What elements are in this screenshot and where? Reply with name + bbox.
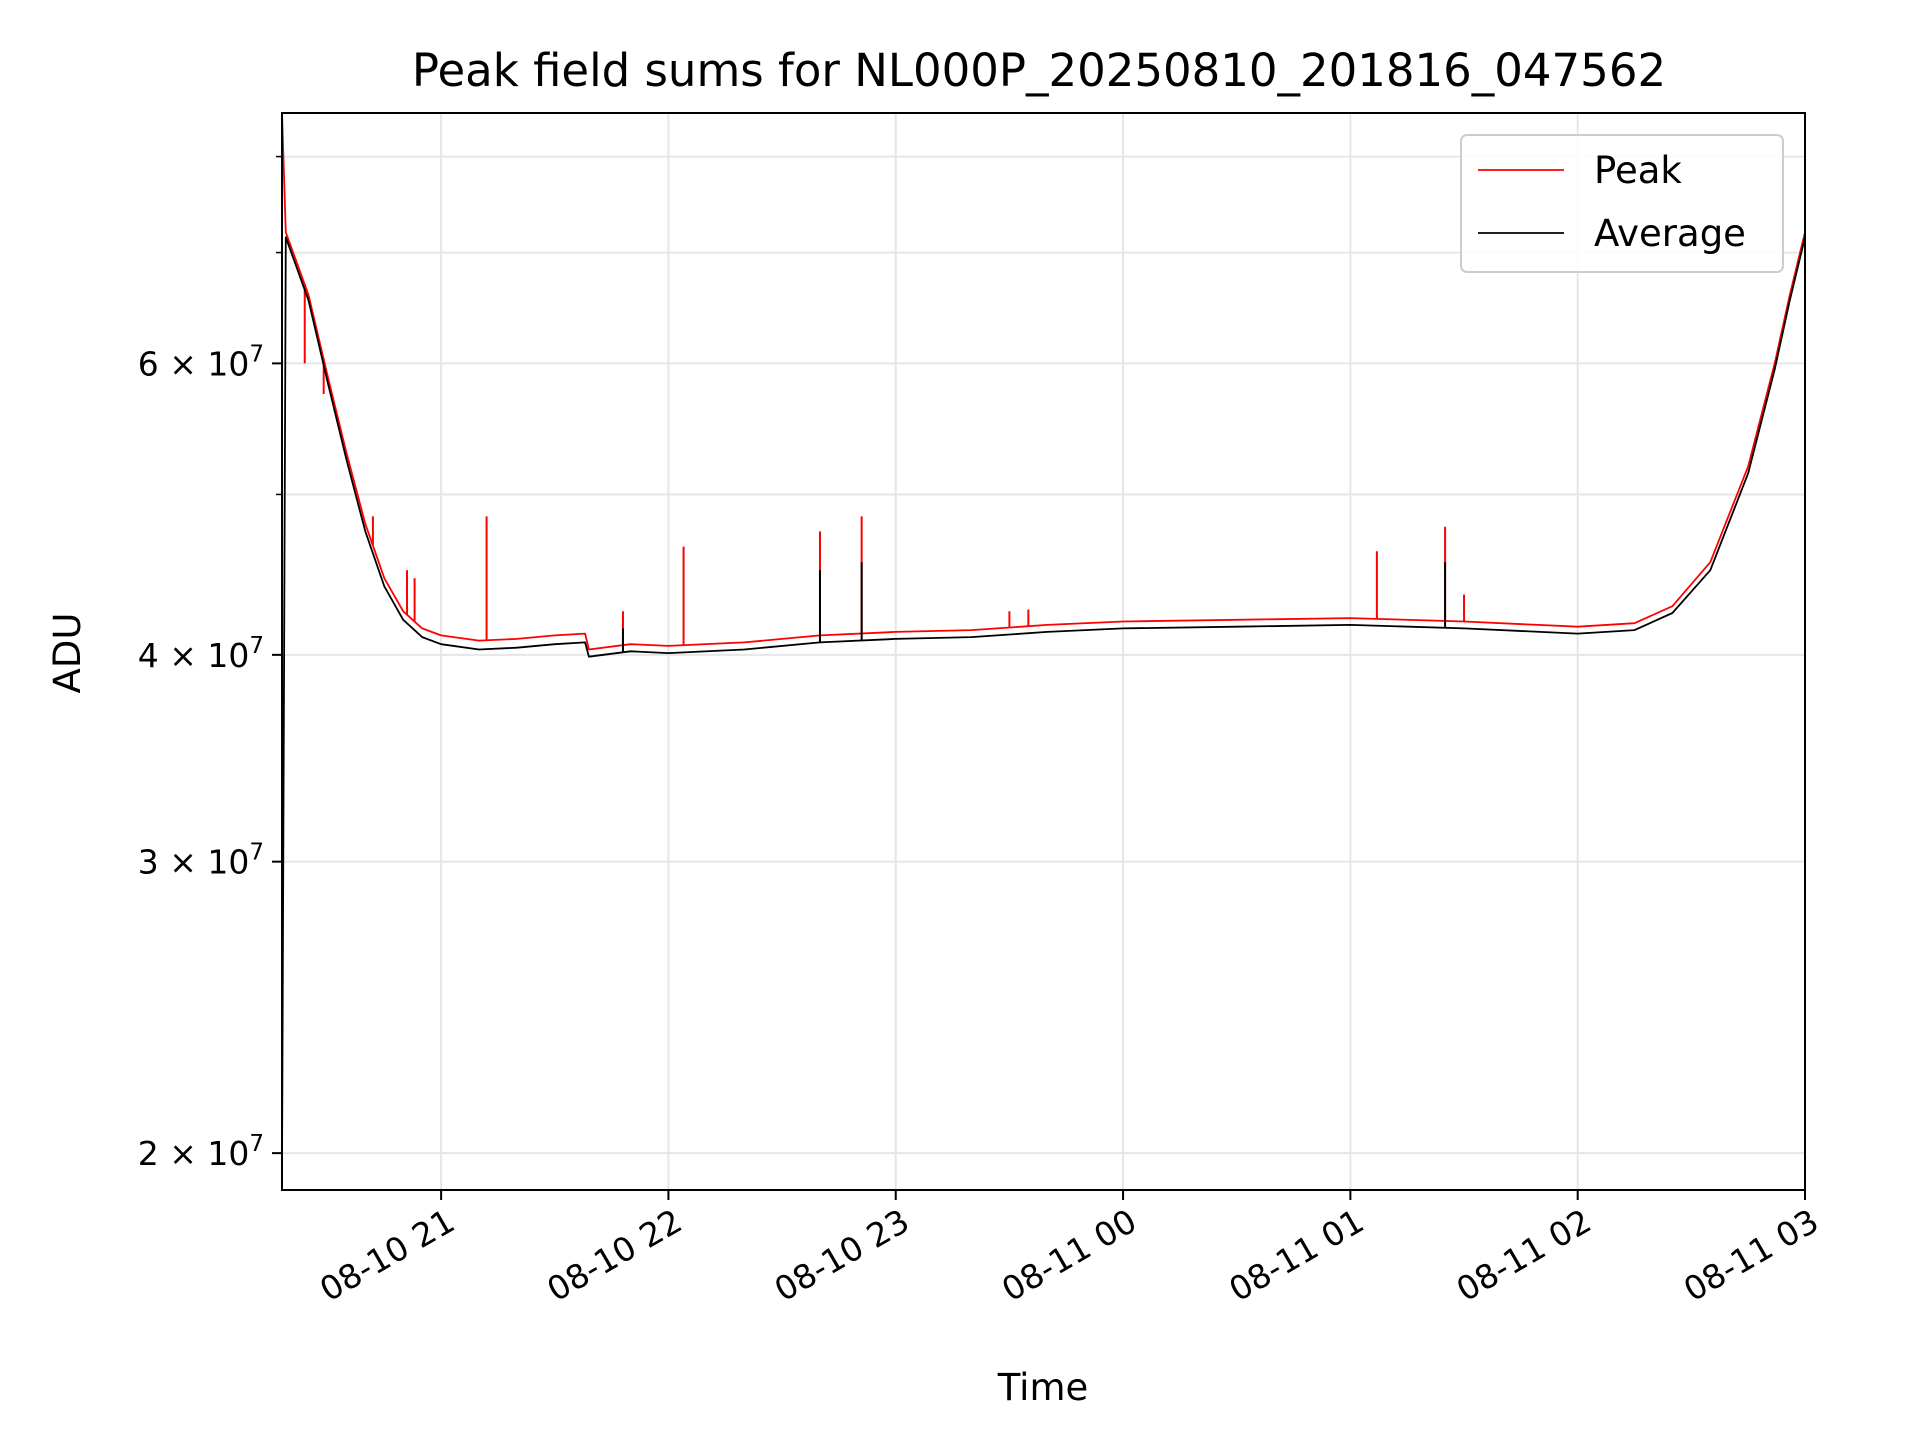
y-tick-label: 2 × 107	[138, 1131, 264, 1173]
legend: Peak Average	[1460, 134, 1784, 273]
chart-title: Peak field sums for NL000P_20250810_2018…	[412, 44, 1666, 97]
x-axis-label: Time	[997, 1366, 1089, 1409]
y-tick-label: 4 × 107	[138, 633, 264, 675]
legend-label-average: Average	[1594, 212, 1746, 255]
series-line-average	[281, 236, 1806, 1172]
series-line-peak	[281, 112, 1806, 651]
y-tick-label: 3 × 107	[138, 840, 264, 882]
y-axis-label: ADU	[46, 613, 89, 694]
y-tick-label: 6 × 107	[138, 341, 264, 383]
plot-frame	[281, 112, 1806, 1191]
legend-label-peak: Peak	[1594, 149, 1682, 192]
series-layer	[281, 112, 1806, 1172]
